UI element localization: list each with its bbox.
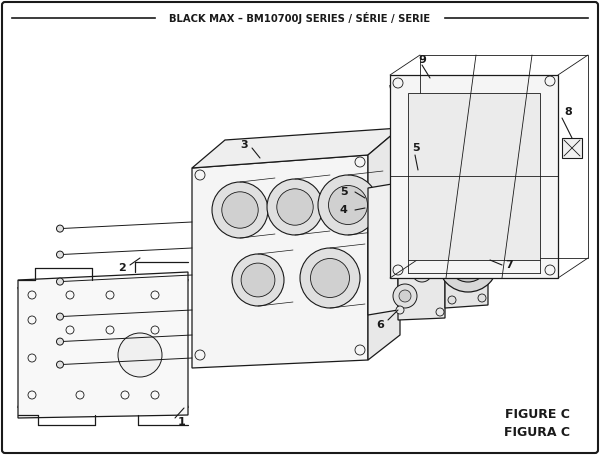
Circle shape	[232, 254, 284, 306]
Circle shape	[212, 182, 268, 238]
Circle shape	[412, 195, 432, 215]
Bar	[562, 138, 582, 158]
FancyBboxPatch shape	[80, 330, 110, 360]
Circle shape	[399, 194, 411, 206]
Circle shape	[399, 226, 411, 238]
Circle shape	[56, 278, 64, 285]
Circle shape	[329, 186, 367, 224]
Circle shape	[448, 242, 488, 282]
Circle shape	[318, 175, 378, 235]
Circle shape	[56, 338, 64, 345]
Circle shape	[436, 178, 444, 186]
Text: 5: 5	[412, 143, 419, 153]
Circle shape	[448, 296, 456, 304]
Circle shape	[436, 308, 444, 316]
Circle shape	[241, 263, 275, 297]
Text: BLACK MAX – BM10700J SERIES / SÉRIE / SERIE: BLACK MAX – BM10700J SERIES / SÉRIE / SE…	[169, 12, 431, 24]
FancyBboxPatch shape	[80, 293, 110, 323]
Circle shape	[396, 244, 404, 252]
Circle shape	[396, 306, 404, 314]
Circle shape	[393, 252, 417, 276]
Circle shape	[56, 251, 64, 258]
Polygon shape	[368, 183, 398, 315]
Circle shape	[118, 333, 162, 377]
Text: FIGURE C: FIGURE C	[505, 409, 570, 421]
Polygon shape	[445, 215, 488, 308]
Polygon shape	[390, 75, 558, 278]
Circle shape	[478, 294, 486, 302]
Text: 3: 3	[240, 140, 248, 150]
Polygon shape	[368, 128, 400, 360]
Text: 1: 1	[178, 417, 186, 427]
Polygon shape	[398, 178, 445, 320]
Circle shape	[396, 181, 404, 189]
Text: 6: 6	[376, 320, 384, 330]
Circle shape	[277, 189, 313, 225]
FancyBboxPatch shape	[32, 327, 68, 363]
Circle shape	[412, 230, 432, 250]
Text: 5: 5	[340, 187, 347, 197]
Circle shape	[300, 248, 360, 308]
Circle shape	[448, 218, 456, 226]
Circle shape	[436, 244, 444, 252]
Text: 2: 2	[118, 263, 126, 273]
Circle shape	[438, 232, 498, 292]
Circle shape	[478, 216, 486, 224]
Circle shape	[393, 220, 417, 244]
Text: FIGURA C: FIGURA C	[504, 425, 570, 439]
FancyBboxPatch shape	[80, 365, 110, 395]
Circle shape	[412, 262, 432, 282]
Circle shape	[393, 284, 417, 308]
Text: 9: 9	[418, 55, 426, 65]
FancyBboxPatch shape	[32, 362, 68, 398]
Polygon shape	[18, 272, 188, 418]
Circle shape	[399, 258, 411, 270]
Circle shape	[267, 179, 323, 235]
Polygon shape	[408, 93, 540, 260]
Text: 4: 4	[340, 205, 348, 215]
Circle shape	[311, 258, 349, 298]
Circle shape	[222, 192, 258, 228]
Text: 8: 8	[564, 107, 572, 117]
Polygon shape	[398, 165, 438, 178]
Circle shape	[399, 290, 411, 302]
Circle shape	[460, 254, 476, 270]
Polygon shape	[192, 155, 368, 368]
Polygon shape	[192, 128, 400, 168]
Text: 7: 7	[505, 260, 513, 270]
Circle shape	[393, 188, 417, 212]
Circle shape	[56, 313, 64, 320]
FancyBboxPatch shape	[32, 290, 68, 326]
Circle shape	[56, 225, 64, 232]
Circle shape	[56, 361, 64, 368]
FancyBboxPatch shape	[123, 293, 157, 327]
